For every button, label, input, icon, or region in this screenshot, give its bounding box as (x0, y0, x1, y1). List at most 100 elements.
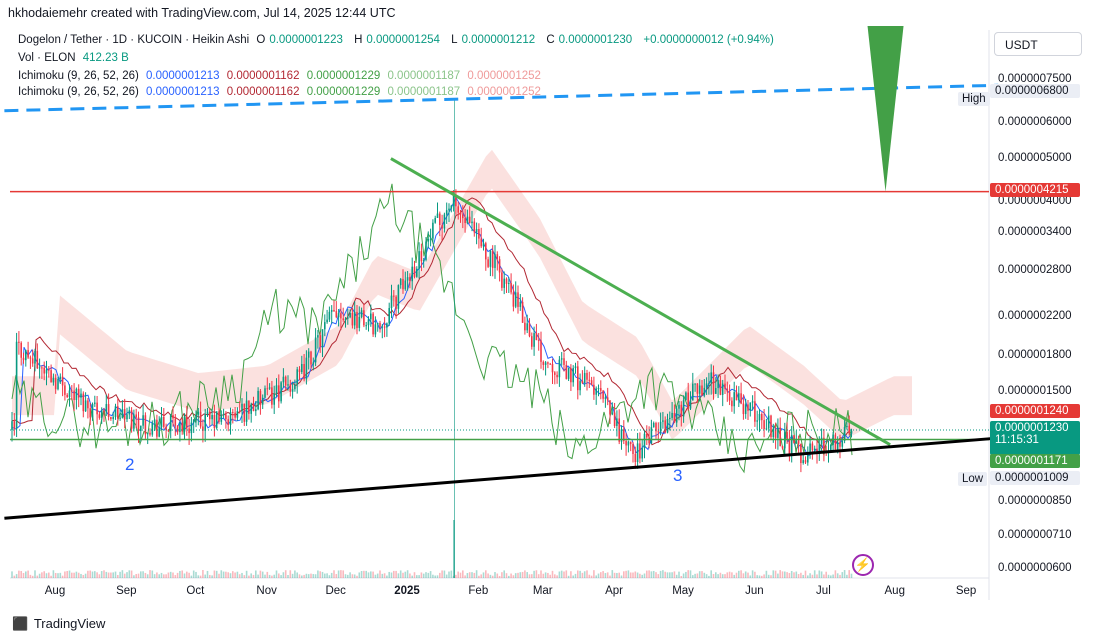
tradingview-logo: ⬛ TradingView (12, 616, 105, 632)
volume-bar (634, 571, 637, 578)
volume-bar (462, 570, 464, 578)
ichimoku-span-a: 0.0000001187 (387, 70, 461, 82)
lightning-icon[interactable]: ⚡ (852, 554, 874, 576)
candle-body (393, 295, 395, 297)
candle-body (245, 400, 248, 422)
volume-bar (735, 572, 738, 578)
candle-body (406, 277, 409, 281)
volume-legend[interactable]: Vol · ELON 412.23 B (18, 52, 133, 64)
volume-bar (310, 573, 312, 578)
candle-body (15, 341, 18, 429)
candle-body (151, 422, 154, 435)
volume-bar (843, 570, 846, 578)
candle-body (296, 369, 298, 385)
candle-body (82, 393, 85, 412)
volume-bar (742, 573, 745, 578)
candle-body (163, 416, 165, 427)
candle-body (643, 433, 646, 449)
price-axis[interactable]: 0.0000007500 0.0000006000 0.0000005000 0.00… (990, 0, 1098, 600)
candle-body (31, 358, 34, 364)
candle-body (689, 400, 692, 409)
candle-body (75, 388, 78, 400)
volume-bar (220, 570, 223, 578)
ichimoku-legend[interactable]: Ichimoku (9, 26, 52, 26) 0.0000001213 0.… (18, 70, 545, 82)
candle-body (648, 437, 650, 444)
volume-bar (436, 575, 439, 578)
volume-bar (804, 570, 807, 578)
volume-bar (305, 573, 308, 578)
candle-body (560, 358, 563, 360)
candle-body (528, 323, 531, 337)
symbol-legend[interactable]: Dogelon / Tether · 1D · KUCOIN · Heikin … (18, 34, 778, 46)
wave-label-3: 3 (673, 466, 683, 485)
volume-bar (211, 575, 213, 578)
candle-body (61, 376, 64, 386)
open-label: O (256, 34, 266, 46)
volume-bar (264, 574, 266, 578)
currency-selector[interactable]: USDT (994, 32, 1082, 56)
volume-bar (130, 570, 133, 578)
candle-body (137, 417, 140, 432)
candle-body (600, 388, 602, 391)
volume-bar (160, 572, 163, 578)
volume-bar (749, 575, 752, 578)
candle-body (432, 222, 434, 239)
volume-bar (123, 573, 126, 578)
candle-body (80, 393, 82, 398)
volume-bar (271, 575, 273, 578)
volume-bar (96, 572, 98, 578)
candle-body (623, 429, 625, 441)
candle-body (287, 384, 289, 386)
candle-body (480, 238, 482, 247)
candle-body (521, 301, 524, 323)
volume-bar (294, 570, 296, 578)
volume-bar (565, 570, 568, 578)
volume-bar (165, 574, 167, 578)
volume-bar (583, 571, 586, 578)
price-tick: 0.0000002800 (998, 263, 1072, 276)
wave-label-2: 2 (125, 455, 135, 474)
candle-body (370, 313, 372, 320)
candle-body (282, 376, 285, 383)
candle-body (547, 362, 549, 364)
candle-body (11, 421, 13, 431)
ichimoku-span-b-2: 0.0000001252 (467, 86, 541, 98)
candle-body (754, 401, 756, 422)
volume-bar (832, 574, 834, 578)
volume-bar (820, 571, 823, 578)
candle-body (117, 406, 119, 419)
volume-bar (836, 573, 839, 578)
candle-body (222, 414, 225, 416)
volume-bar (781, 571, 784, 578)
volume-bar (340, 570, 342, 578)
volume-bar (61, 575, 64, 578)
volume-bar (190, 575, 193, 578)
candle-body (510, 283, 512, 293)
candle-body (496, 254, 499, 260)
time-tick: Feb (468, 585, 489, 597)
ichimoku-legend-2[interactable]: Ichimoku (9, 26, 52, 26) 0.0000001213 0.… (18, 86, 545, 98)
candle-body (153, 419, 156, 423)
candle-body (319, 335, 321, 347)
volume-bar (232, 571, 234, 578)
candle-body (413, 266, 416, 277)
candle-body (777, 427, 779, 438)
volume-bar (540, 570, 542, 578)
candle-body (728, 391, 731, 401)
time-tick: Dec (325, 585, 346, 597)
candle-body (443, 214, 446, 229)
candle-body (351, 312, 354, 326)
candle-body (475, 229, 478, 233)
candle-body (215, 411, 218, 429)
volume-bar (443, 570, 446, 578)
change-value: +0.0000000012 (+0.94%) (643, 34, 774, 46)
volume-bar (719, 572, 722, 578)
price-tick: 0.0000000850 (998, 494, 1072, 507)
volume-bar (18, 570, 20, 578)
candle-body (119, 417, 121, 419)
volume-bar (307, 574, 310, 578)
candle-body (402, 278, 404, 290)
candle-body (761, 414, 763, 421)
volume-bar (600, 572, 602, 578)
